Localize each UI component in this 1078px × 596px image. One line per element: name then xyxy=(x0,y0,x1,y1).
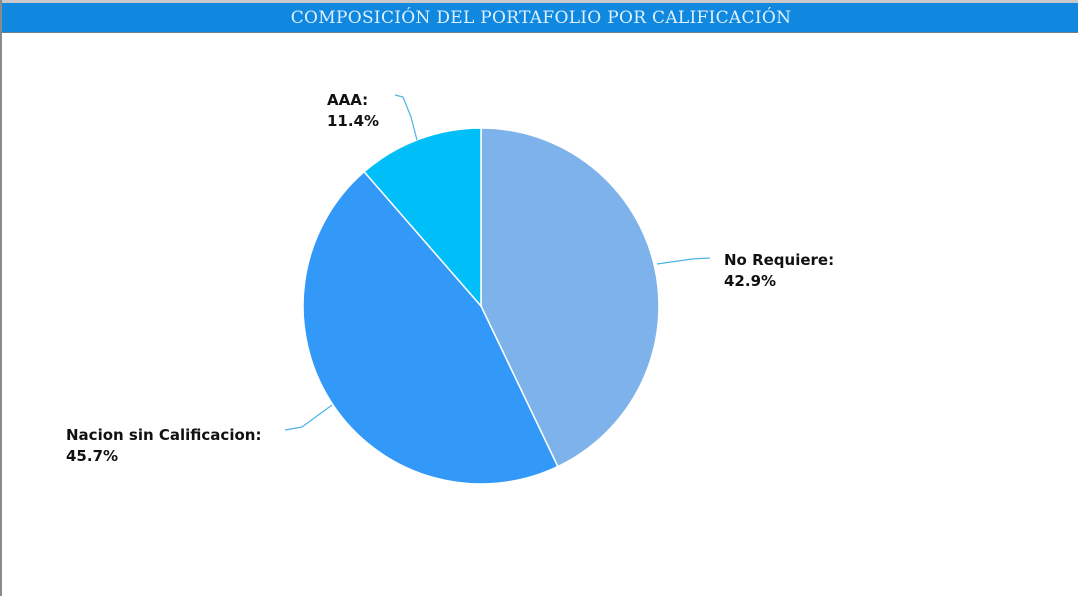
leader-line-no-requiere xyxy=(656,257,711,265)
slice-label-nacion-sin-calificacion: Nacion sin Calificacion: xyxy=(66,426,261,444)
slice-label-aaa: AAA: xyxy=(327,91,368,109)
slice-label-no-requiere: No Requiere: xyxy=(724,251,834,269)
slice-value-nacion-sin-calificacion: 45.7% xyxy=(66,447,118,465)
pie-slice-aaa[interactable] xyxy=(363,127,482,309)
slice-value-no-requiere: 42.9% xyxy=(724,272,776,290)
leader-line-nacion-sin-calificacion xyxy=(284,404,333,431)
chart-title: COMPOSICIÓN DEL PORTAFOLIO POR CALIFICAC… xyxy=(290,8,792,28)
slice-value-aaa: 11.4% xyxy=(327,112,379,130)
pie-slice-nacion-sin-calificacion[interactable] xyxy=(302,170,559,485)
pie-chart: No Requiere: 42.9% Nacion sin Calificacion… xyxy=(66,91,834,485)
chart-area: No Requiere: 42.9% Nacion sin Calificacion… xyxy=(2,33,1078,596)
title-bar: COMPOSICIÓN DEL PORTAFOLIO POR CALIFICAC… xyxy=(2,0,1078,33)
leader-line-aaa xyxy=(394,94,418,141)
pie-slice-no-requiere[interactable] xyxy=(480,127,660,468)
